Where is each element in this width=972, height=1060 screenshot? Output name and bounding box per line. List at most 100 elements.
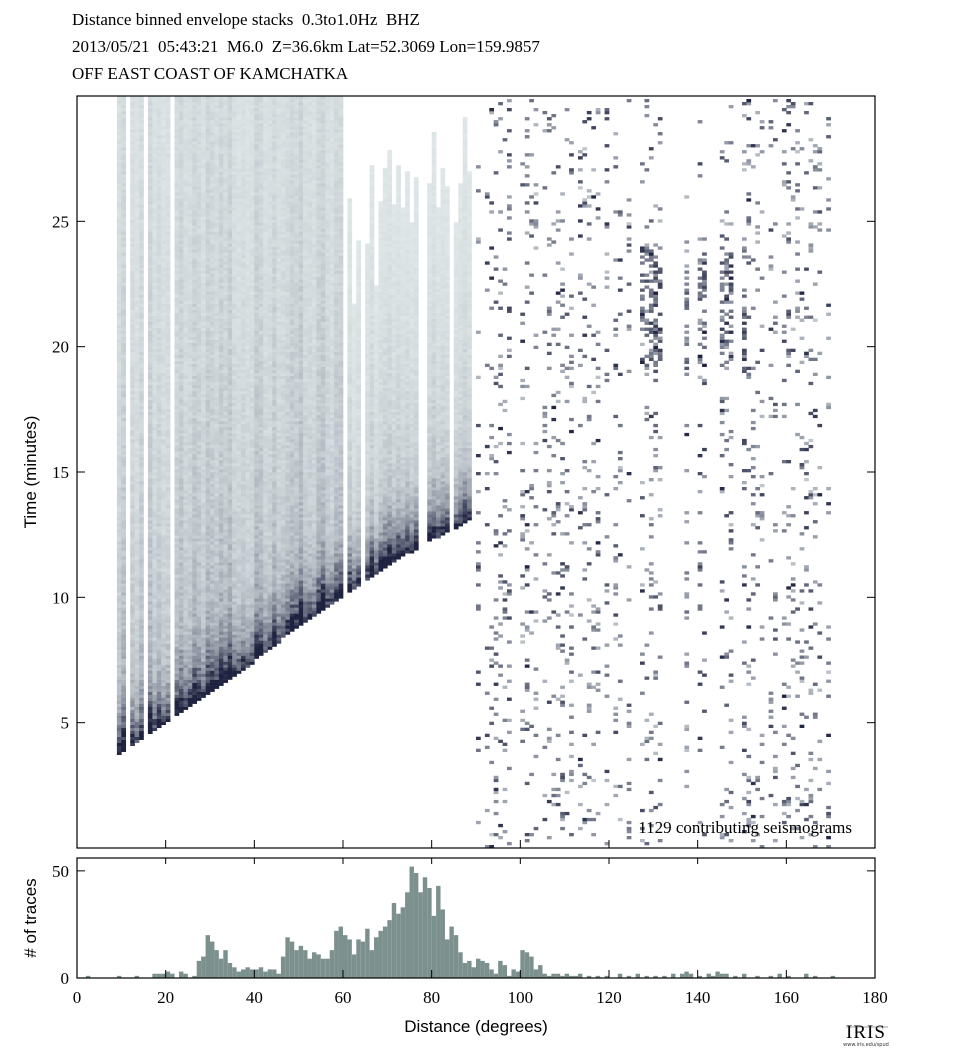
heatmap-cell xyxy=(121,610,127,614)
heatmap-cell xyxy=(179,673,184,677)
heatmap-cell xyxy=(161,568,166,572)
heatmap-cell xyxy=(187,550,193,554)
heatmap-cell xyxy=(223,327,229,331)
heatmap-cell xyxy=(121,315,127,319)
heatmap-cell xyxy=(236,478,242,482)
heatmap-cell xyxy=(218,303,224,307)
heatmap-cell xyxy=(236,475,242,479)
heatmap-cell xyxy=(152,114,158,118)
heatmap-cell xyxy=(121,120,127,124)
heatmap-cell xyxy=(196,297,202,301)
heatmap-cell xyxy=(134,478,140,482)
heatmap-cell xyxy=(232,402,237,407)
heatmap-cell xyxy=(152,688,158,692)
heatmap-cell xyxy=(116,186,122,190)
heatmap-cell xyxy=(187,234,193,238)
heatmap-cell xyxy=(205,568,211,572)
heatmap-cell xyxy=(116,318,122,322)
heatmap-cell xyxy=(130,366,135,371)
heatmap-cell xyxy=(139,201,144,205)
heatmap-cell xyxy=(116,192,122,196)
heatmap-cell xyxy=(187,132,193,136)
heatmap-cell xyxy=(139,180,144,184)
heatmap-cell xyxy=(205,550,211,554)
heatmap-cell xyxy=(134,408,140,413)
heatmap-cell xyxy=(156,258,162,262)
heatmap-cell xyxy=(201,318,206,322)
heatmap-cell xyxy=(147,330,153,334)
heatmap-cell xyxy=(201,399,206,404)
heatmap-cell xyxy=(179,159,184,163)
heatmap-cell xyxy=(218,625,224,629)
heatmap-cell xyxy=(187,312,193,316)
heatmap-cell xyxy=(134,207,140,211)
heatmap-cell xyxy=(201,291,206,295)
heatmap-cell xyxy=(210,168,215,172)
heatmap-cell xyxy=(116,559,122,563)
heatmap-cell xyxy=(130,466,135,470)
heatmap-cell xyxy=(218,664,224,668)
heatmap-cell xyxy=(192,108,198,112)
heatmap-cell xyxy=(156,411,162,416)
heatmap-cell xyxy=(165,460,171,464)
heatmap-cell xyxy=(192,315,198,319)
heatmap-cell xyxy=(152,195,158,199)
heatmap-cell xyxy=(121,556,127,560)
heatmap-cell xyxy=(187,342,193,347)
heatmap-cell xyxy=(187,643,193,647)
heatmap-cell xyxy=(223,138,229,142)
heatmap-cell xyxy=(165,637,171,641)
heatmap-cell xyxy=(165,613,171,617)
heatmap-cell xyxy=(218,469,224,473)
heatmap-cell xyxy=(232,628,237,632)
heatmap-cell xyxy=(121,604,127,608)
heatmap-cell xyxy=(232,159,237,163)
heatmap-cell xyxy=(156,174,162,178)
heatmap-cell xyxy=(156,460,162,464)
heatmap-cell xyxy=(227,481,233,485)
heatmap-cell xyxy=(116,484,122,488)
heatmap-cell xyxy=(223,354,229,359)
heatmap-cell xyxy=(192,571,198,575)
heatmap-cell xyxy=(134,709,140,713)
heatmap-cell xyxy=(205,96,211,100)
heatmap-cell xyxy=(218,306,224,310)
heatmap-cell xyxy=(214,568,220,572)
heatmap-cell xyxy=(205,123,211,127)
heatmap-cell xyxy=(152,694,158,698)
heatmap-cell xyxy=(205,114,211,118)
heatmap-cell xyxy=(147,411,153,416)
heatmap-cell xyxy=(174,201,180,205)
heatmap-cell xyxy=(183,339,189,343)
heatmap-cell xyxy=(139,408,144,413)
heatmap-cell xyxy=(214,438,220,443)
heatmap-cell xyxy=(218,414,224,419)
heatmap-cell xyxy=(165,228,171,232)
heatmap-cell xyxy=(130,330,135,334)
heatmap-cell xyxy=(227,628,233,632)
heatmap-cell xyxy=(156,282,162,286)
heatmap-cell xyxy=(227,565,233,569)
heatmap-cell xyxy=(174,547,180,551)
heatmap-cell xyxy=(121,670,127,674)
heatmap-cell xyxy=(218,270,224,274)
heatmap-cell xyxy=(205,363,211,368)
heatmap-cell xyxy=(227,273,233,277)
heatmap-cell xyxy=(156,613,162,617)
heatmap-cell xyxy=(205,577,211,581)
heatmap-cell xyxy=(165,210,171,214)
heatmap-cell xyxy=(116,342,122,347)
heatmap-cell xyxy=(227,634,233,638)
heatmap-cell xyxy=(165,159,171,163)
heatmap-cell xyxy=(161,691,166,695)
heatmap-cell xyxy=(179,378,184,383)
heatmap-cell xyxy=(139,192,144,196)
heatmap-cell xyxy=(210,186,215,190)
heatmap-cell xyxy=(152,556,158,560)
heatmap-cell xyxy=(196,348,202,353)
heatmap-cell xyxy=(214,177,220,181)
heatmap-cell xyxy=(192,550,198,554)
heatmap-cell xyxy=(232,228,237,232)
heatmap-cell xyxy=(214,315,220,319)
heatmap-cell xyxy=(147,153,153,157)
